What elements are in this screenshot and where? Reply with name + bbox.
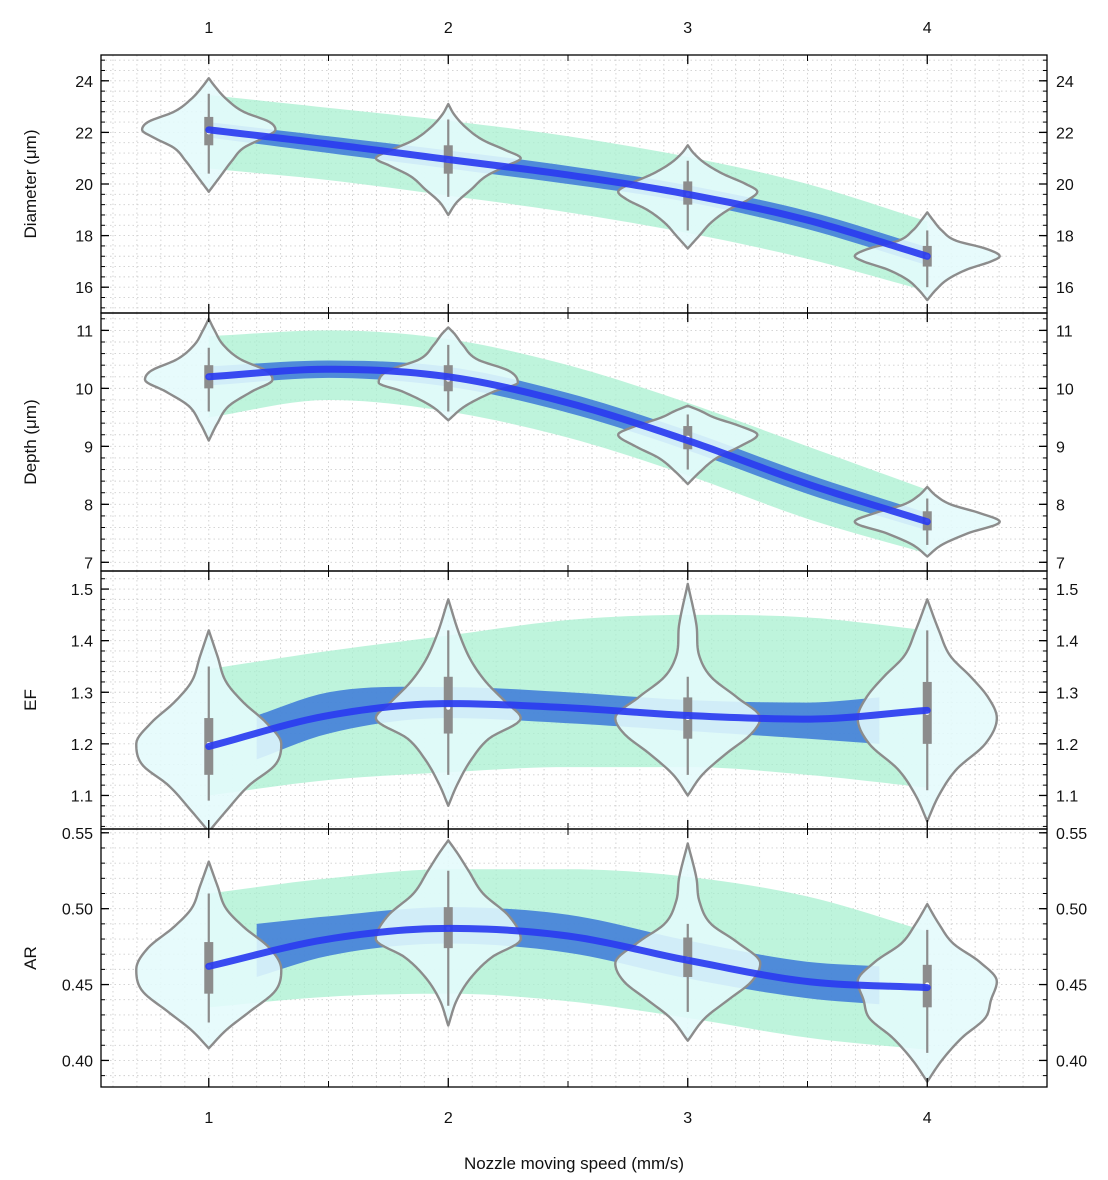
y-tick-label-right: 9 (1056, 439, 1065, 456)
x-tick-label-bottom: 2 (444, 1110, 453, 1127)
x-tick-label-bottom: 3 (683, 1110, 692, 1127)
x-axis-label: Nozzle moving speed (mm/s) (464, 1154, 684, 1173)
fit-lines-layer (205, 126, 931, 992)
y-tick-label-right: 0.40 (1056, 1053, 1087, 1070)
panel-2-fit (205, 365, 931, 526)
y-tick-label-left: 0.40 (62, 1053, 93, 1070)
y-axis-label: AR (21, 946, 40, 970)
y-tick-label-right: 0.50 (1056, 902, 1087, 919)
y-tick-label-right: 1.3 (1056, 685, 1078, 702)
panel-3-axes: 1.1 1.1 1.2 1.2 1.3 1.3 1.4 1.4 1.5 1.5 EF (21, 570, 1078, 830)
x-tick-label-top: 3 (683, 20, 692, 37)
fit-line (205, 700, 931, 750)
confidence-band (208, 360, 928, 531)
y-tick-label-left: 1.4 (71, 634, 93, 651)
y-tick-label-left: 1.1 (71, 788, 93, 805)
y-tick-label-left: 1.2 (71, 737, 93, 754)
x-tick-label-top: 4 (923, 20, 932, 37)
y-tick-label-right: 11 (1056, 323, 1073, 340)
y-tick-label-right: 0.55 (1056, 826, 1087, 843)
y-tick-label-left: 1.5 (71, 582, 93, 599)
panel-1-bands (208, 94, 928, 292)
y-tick-label-left: 11 (76, 323, 93, 340)
y-tick-label-right: 1.5 (1056, 582, 1078, 599)
y-tick-label-right: 10 (1056, 381, 1074, 398)
y-tick-label-right: 1.1 (1056, 788, 1078, 805)
y-tick-label-left: 8 (84, 497, 93, 514)
panel-1-fit (205, 126, 931, 260)
y-tick-label-left: 20 (75, 177, 93, 194)
y-tick-label-left: 10 (75, 381, 93, 398)
fit-line (205, 365, 931, 526)
y-tick-label-right: 22 (1056, 125, 1074, 142)
y-axis-label: EF (21, 689, 40, 711)
y-tick-label-right: 1.2 (1056, 737, 1078, 754)
y-tick-label-left: 1.3 (71, 685, 93, 702)
panel-4-fit (205, 924, 931, 992)
y-tick-label-left: 7 (84, 555, 93, 572)
y-tick-label-left: 24 (75, 74, 93, 91)
y-tick-label-right: 16 (1056, 280, 1074, 297)
y-axis-label: Diameter (μm) (21, 130, 40, 239)
panel-1-axes: 16 16 18 18 20 20 22 22 24 24 Diameter (μm) (21, 54, 1074, 314)
x-tick-label-bottom: 4 (923, 1110, 932, 1127)
y-tick-label-left: 9 (84, 439, 93, 456)
y-tick-label-right: 1.4 (1056, 634, 1078, 651)
y-axis-label: Depth (μm) (21, 399, 40, 484)
panel-4-axes: 0.40 0.40 0.45 0.45 0.50 0.50 0.55 0.55 AR (21, 826, 1087, 1088)
y-tick-label-right: 20 (1056, 177, 1074, 194)
x-tick-label-top: 1 (204, 20, 213, 37)
y-tick-label-left: 0.50 (62, 902, 93, 919)
y-tick-label-right: 18 (1056, 229, 1074, 246)
prediction-band (208, 94, 928, 292)
x-tick-label-bottom: 1 (204, 1110, 213, 1127)
panel-4-violins (135, 839, 999, 1083)
y-tick-label-left: 16 (75, 280, 93, 297)
y-tick-label-right: 24 (1056, 74, 1074, 91)
x-tick-labels: 1 1 2 2 3 3 4 4 (204, 20, 931, 1127)
fit-line (205, 126, 931, 260)
x-tick-label-top: 2 (444, 20, 453, 37)
y-tick-label-right: 0.45 (1056, 978, 1087, 995)
panel-frame (100, 828, 1048, 1088)
panel-3-fit (205, 700, 931, 750)
y-tick-label-left: 22 (75, 125, 93, 142)
y-tick-label-left: 0.55 (62, 826, 93, 843)
y-tick-label-right: 8 (1056, 497, 1065, 514)
y-tick-label-left: 18 (75, 229, 93, 246)
y-tick-label-right: 7 (1056, 555, 1065, 572)
y-tick-label-left: 0.45 (62, 978, 93, 995)
fit-line (205, 924, 931, 992)
